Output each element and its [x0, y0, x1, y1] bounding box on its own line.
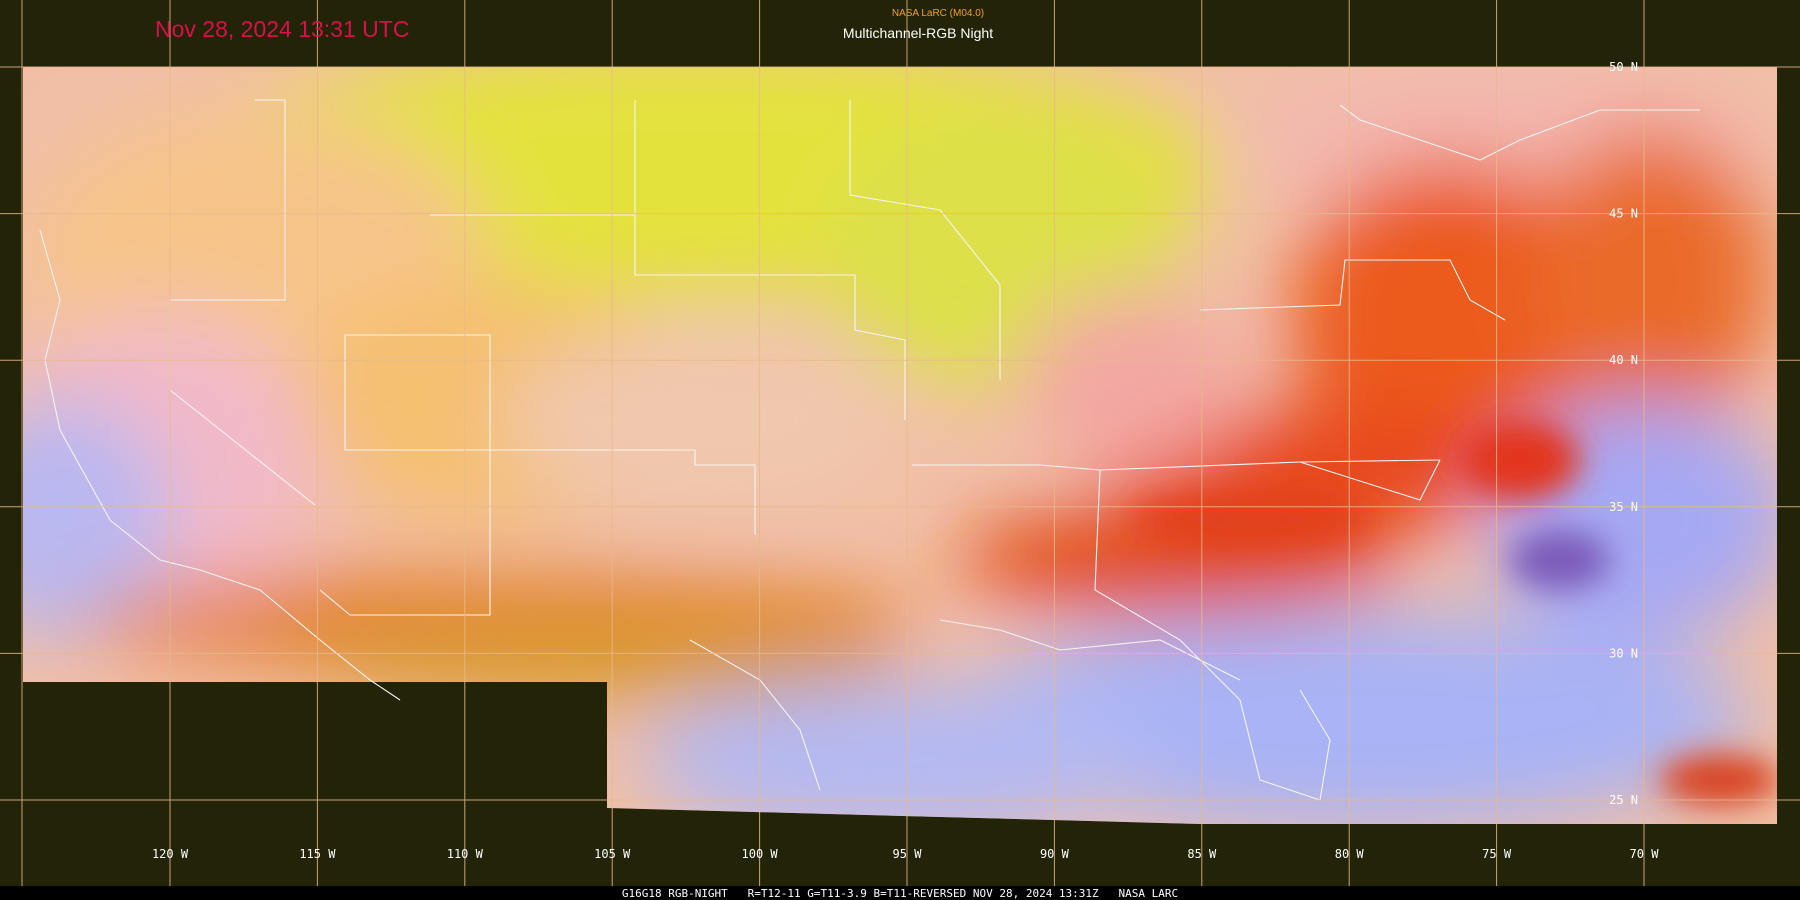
longitude-label: 105 W [594, 847, 631, 861]
latitude-label: 25 N [1609, 793, 1638, 807]
latitude-label: 40 N [1609, 353, 1638, 367]
longitude-label: 110 W [447, 847, 484, 861]
longitude-label: 115 W [299, 847, 336, 861]
footer-caption: G16G18 RGB-NIGHT R=T12-11 G=T11-3.9 B=T1… [622, 887, 1178, 900]
longitude-label: 100 W [742, 847, 779, 861]
longitude-label: 80 W [1335, 847, 1365, 861]
longitude-label: 95 W [893, 847, 923, 861]
longitude-label: 75 W [1482, 847, 1512, 861]
latitude-label: 50 N [1609, 60, 1638, 74]
longitude-label: 90 W [1040, 847, 1070, 861]
longitude-label: 70 W [1630, 847, 1660, 861]
latitude-label: 35 N [1609, 500, 1638, 514]
longitude-label: 120 W [152, 847, 189, 861]
product-title: Multichannel-RGB Night [843, 25, 993, 41]
latitude-label: 45 N [1609, 207, 1638, 221]
latitude-label: 30 N [1609, 646, 1638, 660]
longitude-label: 85 W [1187, 847, 1217, 861]
boundaries [39, 99, 1700, 801]
source: NASA LaRC (M04.0) [892, 8, 984, 19]
timestamp: Nov 28, 2024 13:31 UTC [155, 16, 409, 42]
footer-bar [0, 886, 1800, 900]
